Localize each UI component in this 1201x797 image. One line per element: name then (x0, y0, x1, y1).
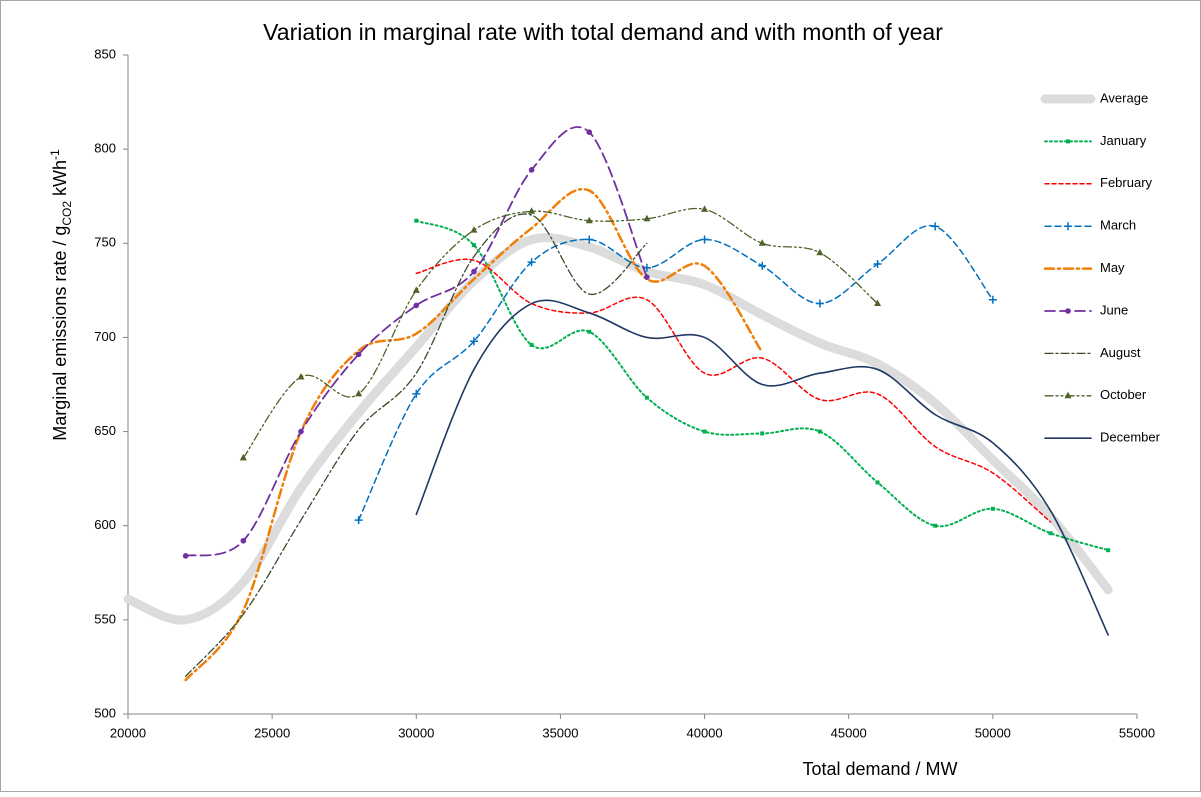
legend-label: August (1100, 345, 1141, 360)
data-point (1106, 548, 1111, 553)
legend-marker (1066, 139, 1070, 144)
data-point (527, 258, 536, 267)
series-line (184, 126, 648, 557)
data-point (760, 431, 765, 436)
data-point (240, 537, 247, 544)
y-tick-label: 550 (94, 611, 116, 626)
x-tick-label: 55000 (1119, 725, 1155, 740)
data-point (471, 243, 476, 248)
y-axis-label: Marginal emissions rate / gCO2 kWh-1 (48, 149, 74, 441)
data-point (585, 235, 594, 244)
x-tick-label: 25000 (254, 725, 290, 740)
legend-label: Average (1100, 90, 1148, 105)
data-point (587, 329, 592, 334)
data-point (644, 395, 649, 400)
series-line (123, 233, 1113, 625)
data-point (412, 389, 421, 398)
y-tick-label: 850 (94, 46, 116, 61)
legend-label: February (1100, 175, 1153, 190)
legend-marker (1064, 391, 1072, 399)
data-point (701, 205, 709, 212)
data-point (817, 429, 822, 434)
data-point (298, 428, 304, 435)
legend-label: October (1100, 387, 1147, 402)
data-point (931, 222, 940, 231)
chart-title: Variation in marginal rate with total de… (263, 19, 943, 45)
data-point (873, 259, 882, 268)
data-point (700, 235, 709, 244)
data-point (586, 129, 593, 135)
data-point (470, 226, 478, 233)
data-point (875, 480, 880, 485)
data-point (758, 261, 767, 270)
data-point (585, 216, 593, 224)
data-point (1048, 531, 1053, 536)
data-point (414, 218, 419, 223)
data-point (933, 523, 938, 528)
data-point (297, 372, 305, 380)
y-tick-label: 500 (94, 705, 116, 720)
data-point (702, 429, 707, 434)
legend-label: June (1100, 302, 1128, 317)
data-point (815, 299, 824, 308)
legend-label: March (1100, 218, 1136, 233)
y-tick-label: 700 (94, 329, 116, 344)
y-tick-label: 600 (94, 517, 116, 532)
data-point (990, 506, 995, 511)
data-point (471, 268, 477, 275)
x-tick-label: 30000 (398, 725, 434, 740)
data-point (355, 351, 362, 358)
data-point (413, 302, 420, 309)
y-tick-label: 800 (94, 141, 116, 156)
series-line (415, 299, 1109, 636)
legend-marker (1065, 308, 1071, 314)
series-line (357, 224, 994, 521)
y-label-text: Marginal emissions rate / g (50, 226, 70, 441)
x-tick-label: 20000 (110, 725, 146, 740)
data-point (758, 239, 766, 246)
legend-label: January (1100, 133, 1147, 148)
x-tick-label: 45000 (831, 725, 867, 740)
legend-label: December (1100, 430, 1161, 445)
data-point (816, 248, 824, 256)
x-tick-label: 35000 (542, 725, 578, 740)
x-tick-label: 40000 (686, 725, 722, 740)
data-point (469, 337, 478, 346)
series-line (185, 213, 648, 677)
y-tick-label: 650 (94, 423, 116, 438)
y-label-unit: kWh (50, 160, 70, 201)
data-point (874, 299, 882, 307)
data-point (988, 295, 997, 304)
y-label-subscript: CO2 (60, 201, 74, 226)
data-point (182, 553, 189, 559)
legend-marker (1064, 222, 1072, 231)
series-line (184, 187, 764, 682)
data-point (412, 286, 420, 293)
x-tick-label: 50000 (975, 725, 1011, 740)
legend-label: May (1100, 260, 1125, 275)
y-tick-label: 750 (94, 235, 116, 250)
data-point (239, 453, 247, 461)
data-point (355, 389, 363, 397)
data-point (644, 274, 650, 280)
data-point (528, 207, 536, 214)
data-point (529, 342, 534, 347)
data-point (643, 214, 651, 222)
data-point (528, 167, 535, 173)
x-axis-label: Total demand / MW (802, 759, 957, 779)
data-point (354, 516, 363, 525)
y-label-superscript: -1 (48, 149, 62, 160)
